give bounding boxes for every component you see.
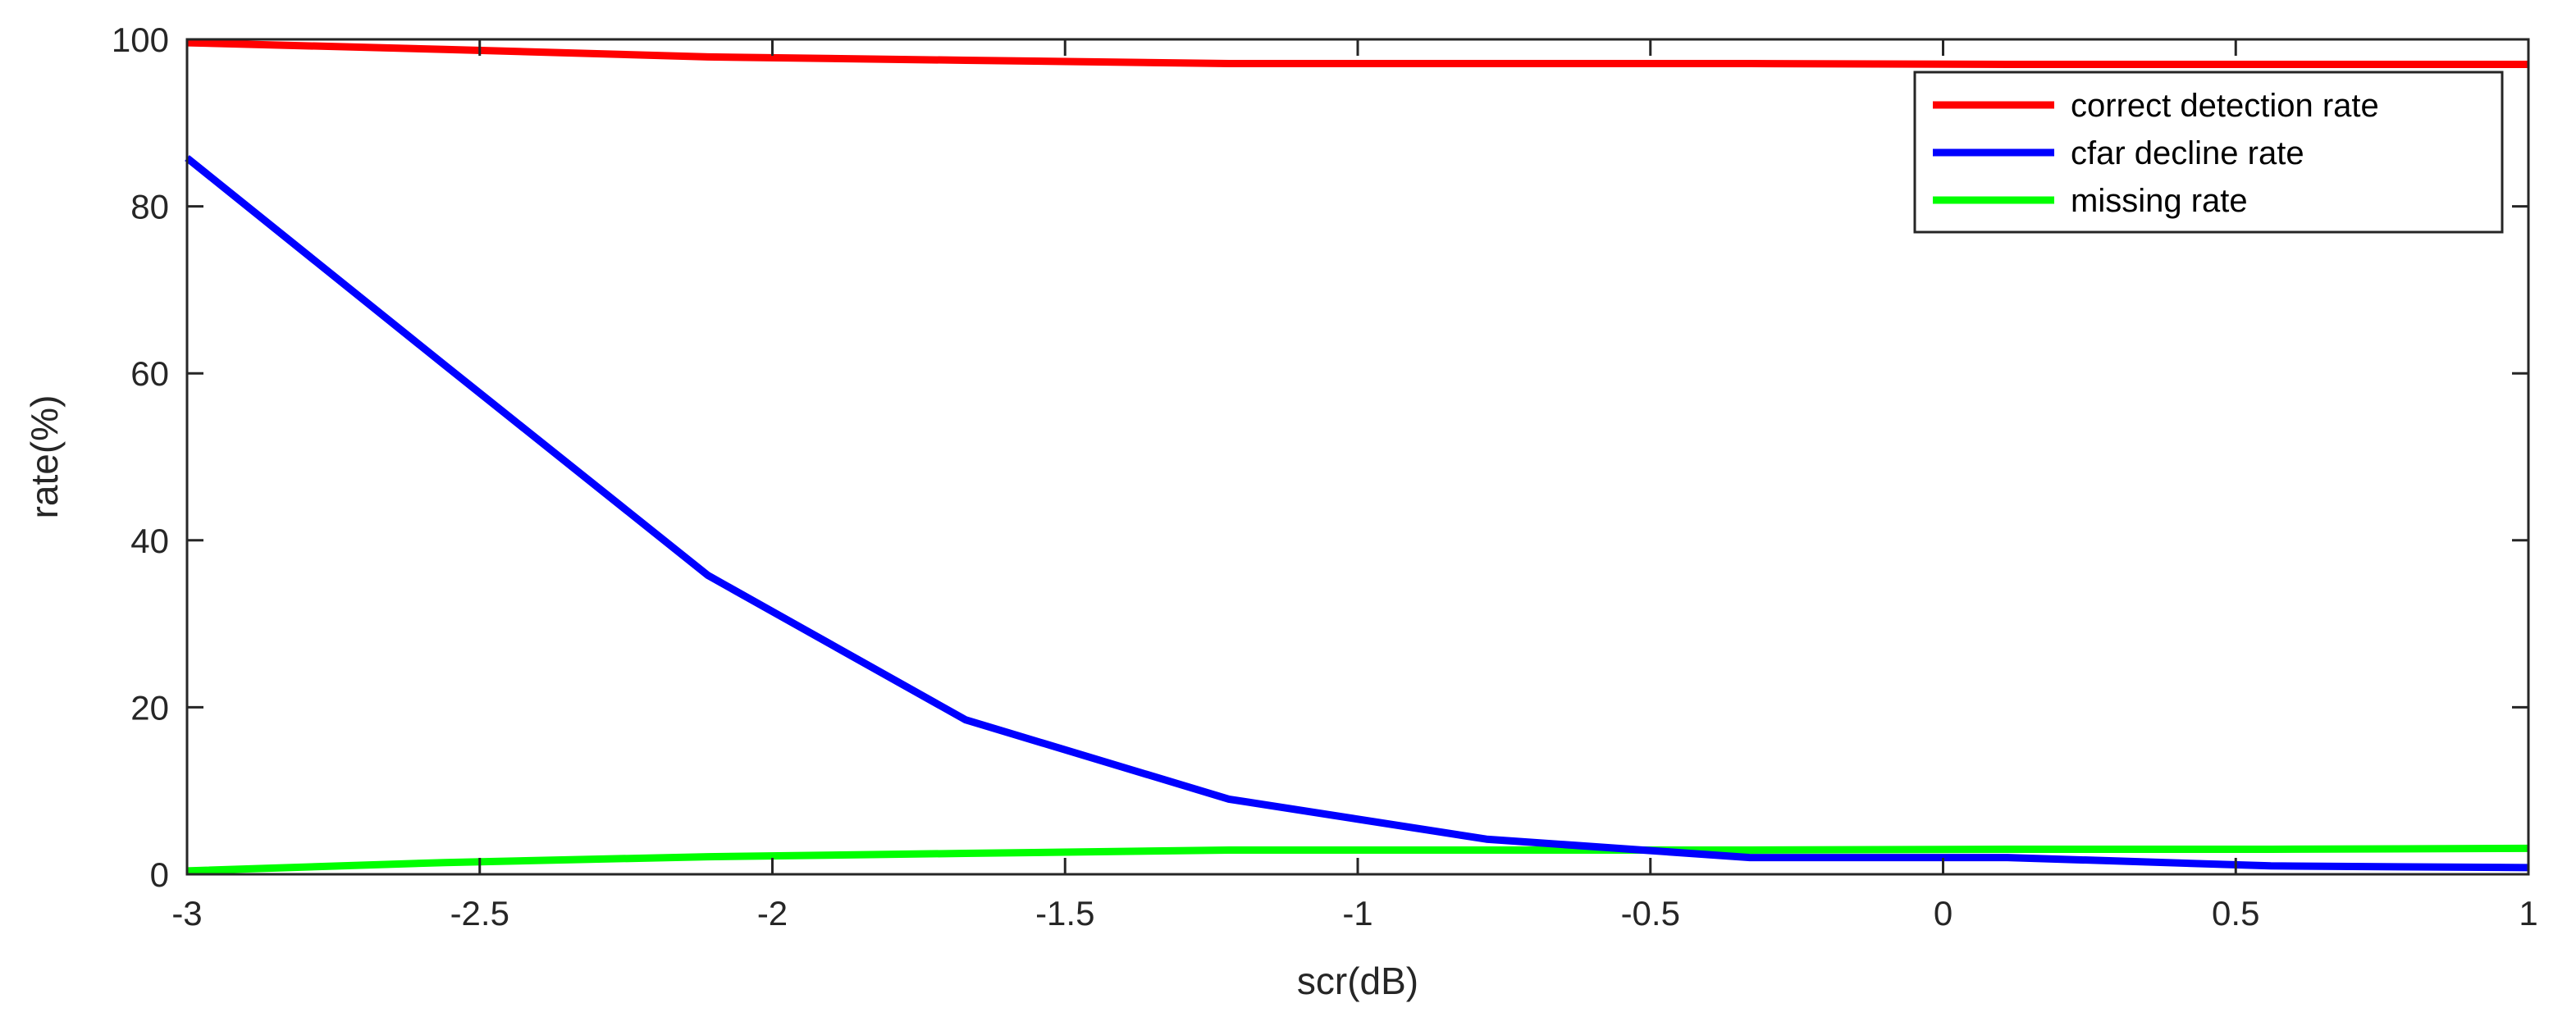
legend-label: missing rate	[2071, 183, 2248, 219]
y-tick-label: 80	[130, 188, 169, 226]
x-tick-label: 0	[1934, 894, 1953, 933]
y-tick-label: 20	[130, 688, 169, 727]
y-tick-label: 0	[150, 855, 169, 894]
y-tick-label: 100	[112, 21, 169, 59]
series-line-2	[186, 844, 2529, 875]
x-axis-label: scr(dB)	[1297, 960, 1418, 1002]
x-tick-label: -0.5	[1621, 894, 1680, 933]
x-tick-label: 1	[2519, 894, 2537, 933]
legend-label: correct detection rate	[2071, 88, 2379, 124]
series-line-0	[186, 39, 2528, 68]
x-tick-label: -2	[757, 894, 788, 933]
x-tick-label: -1.5	[1035, 894, 1094, 933]
x-tick-label: 0.5	[2212, 894, 2259, 933]
legend: correct detection rate cfar decline rate m…	[1913, 71, 2504, 234]
y-tick-label: 60	[130, 354, 169, 393]
y-axis-label: rate(%)	[23, 395, 66, 519]
x-tick-label: -1	[1342, 894, 1372, 933]
y-tick-label: 40	[130, 522, 169, 560]
x-tick-label: -3	[171, 894, 202, 933]
legend-label: cfar decline rate	[2071, 135, 2304, 171]
x-tick-label: -2.5	[450, 894, 509, 933]
series-layer	[185, 39, 2529, 875]
ticks-layer: -3 -2.5 -2 -1.5 -1 -0.5 0 0.5 1 0 20 40 60 80 100	[112, 21, 2538, 933]
series-line-1	[185, 155, 2529, 872]
